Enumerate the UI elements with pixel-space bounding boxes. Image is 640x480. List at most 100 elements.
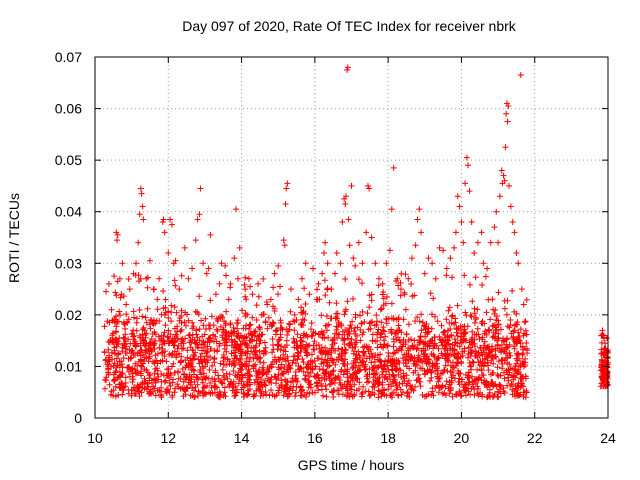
data-point bbox=[277, 283, 284, 290]
data-point bbox=[242, 286, 249, 293]
data-point bbox=[460, 239, 467, 246]
data-point bbox=[192, 237, 199, 244]
data-point bbox=[227, 280, 234, 287]
data-point bbox=[364, 182, 371, 189]
data-point bbox=[234, 275, 241, 282]
data-point bbox=[222, 262, 229, 269]
data-point bbox=[315, 280, 322, 287]
data-point bbox=[205, 265, 212, 272]
data-point bbox=[282, 200, 289, 207]
data-point bbox=[368, 234, 375, 241]
data-point bbox=[390, 164, 397, 171]
data-point bbox=[233, 206, 240, 213]
data-point bbox=[454, 193, 461, 200]
data-point bbox=[194, 216, 201, 223]
data-point bbox=[288, 286, 295, 293]
data-point bbox=[451, 244, 458, 251]
x-tick-label: 18 bbox=[380, 430, 396, 446]
data-point bbox=[386, 247, 393, 254]
data-point bbox=[355, 239, 362, 246]
data-point bbox=[507, 203, 514, 210]
data-point bbox=[517, 72, 524, 79]
data-point bbox=[136, 211, 143, 218]
data-point bbox=[197, 185, 204, 192]
data-point bbox=[105, 280, 112, 287]
data-point bbox=[412, 242, 419, 249]
data-point bbox=[264, 301, 271, 308]
data-point bbox=[200, 260, 207, 267]
data-point bbox=[375, 275, 382, 282]
data-point bbox=[150, 286, 157, 293]
data-point bbox=[143, 275, 150, 282]
data-point bbox=[425, 255, 432, 262]
dense-point-cloud bbox=[101, 270, 611, 401]
y-tick-label: 0.06 bbox=[55, 101, 82, 117]
data-point bbox=[280, 237, 287, 244]
data-point bbox=[372, 260, 379, 267]
data-point bbox=[267, 296, 274, 303]
y-tick-label: 0.04 bbox=[55, 204, 82, 220]
data-point bbox=[484, 265, 491, 272]
data-point bbox=[496, 193, 503, 200]
data-point bbox=[119, 260, 126, 267]
data-point bbox=[599, 327, 606, 334]
data-point bbox=[218, 260, 225, 267]
data-point bbox=[113, 237, 120, 244]
data-point bbox=[216, 280, 223, 287]
data-point bbox=[275, 262, 282, 269]
data-point bbox=[332, 270, 339, 277]
data-point bbox=[113, 229, 120, 236]
data-point bbox=[281, 242, 288, 249]
data-point bbox=[397, 286, 404, 293]
data-point bbox=[313, 296, 320, 303]
y-tick-label: 0.07 bbox=[55, 49, 82, 65]
data-point bbox=[310, 265, 317, 272]
data-point bbox=[405, 275, 412, 282]
data-point bbox=[394, 275, 401, 282]
data-point bbox=[130, 270, 137, 277]
data-point bbox=[504, 118, 511, 125]
data-point bbox=[337, 260, 344, 267]
data-point bbox=[348, 182, 355, 189]
data-point bbox=[116, 275, 123, 282]
data-point bbox=[350, 255, 357, 262]
data-point bbox=[520, 301, 527, 308]
plot-frame bbox=[94, 56, 609, 419]
data-point bbox=[295, 296, 302, 303]
data-point bbox=[456, 203, 463, 210]
data-point bbox=[321, 249, 328, 256]
data-point bbox=[359, 260, 366, 267]
data-point bbox=[249, 291, 256, 298]
data-point bbox=[108, 306, 115, 313]
data-point bbox=[333, 249, 340, 256]
data-point bbox=[111, 273, 118, 280]
data-point bbox=[509, 219, 516, 226]
y-tick-label: 0 bbox=[74, 410, 82, 426]
data-point bbox=[137, 185, 144, 192]
y-tick-labels: 0 0.01 0.02 0.03 0.04 0.05 0.06 0.07 bbox=[55, 49, 82, 426]
data-point bbox=[408, 255, 415, 262]
data-point bbox=[154, 296, 161, 303]
data-point bbox=[513, 249, 520, 256]
data-point bbox=[418, 229, 425, 236]
grid-lines bbox=[95, 57, 608, 418]
data-point bbox=[306, 291, 313, 298]
data-point bbox=[465, 162, 472, 169]
y-tick-label: 0.01 bbox=[55, 358, 82, 374]
y-axis-label: ROTI / TECUs bbox=[6, 193, 22, 283]
data-point bbox=[159, 219, 166, 226]
data-point bbox=[343, 193, 350, 200]
data-point bbox=[165, 249, 172, 256]
data-point bbox=[167, 216, 174, 223]
data-point bbox=[603, 335, 610, 342]
data-point bbox=[207, 231, 214, 238]
data-point bbox=[185, 275, 192, 282]
data-point bbox=[133, 260, 140, 267]
y-tick-label: 0.05 bbox=[55, 152, 82, 168]
data-point bbox=[255, 280, 262, 287]
data-point bbox=[363, 229, 370, 236]
data-point bbox=[379, 280, 386, 287]
data-point bbox=[322, 239, 329, 246]
data-point bbox=[503, 100, 510, 107]
data-point bbox=[515, 260, 522, 267]
